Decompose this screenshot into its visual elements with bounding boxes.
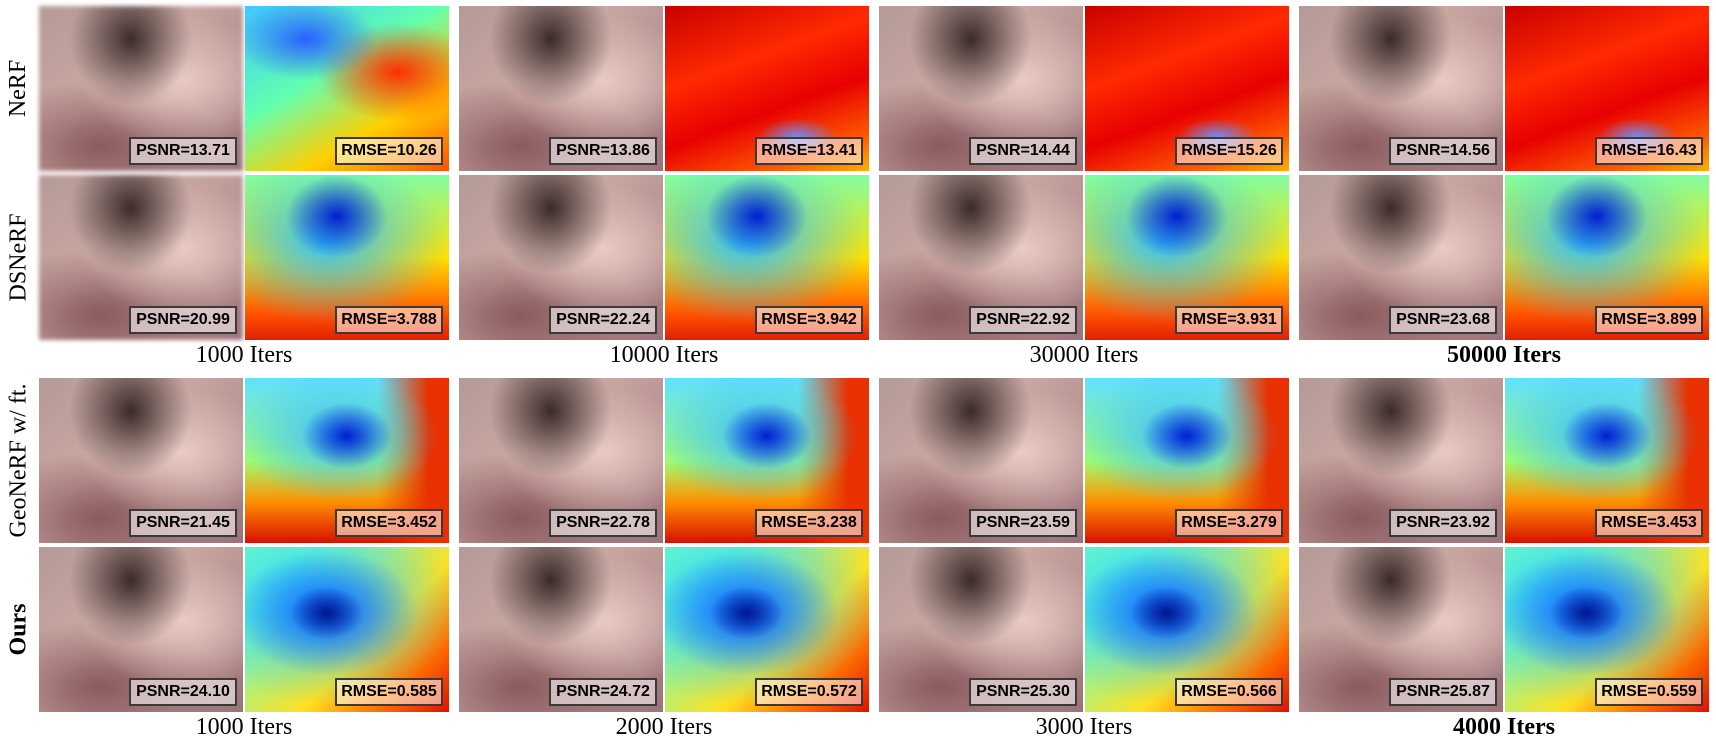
rmse-label: RMSE=0.585	[335, 678, 443, 706]
rmse-label: RMSE=3.452	[335, 509, 443, 537]
rmse-label: RMSE=3.899	[1595, 306, 1703, 334]
psnr-label: PSNR=22.92	[969, 306, 1077, 334]
row-label: DSNeRF	[0, 175, 38, 340]
row-label-text: NeRF	[5, 59, 32, 118]
iteration-label: 4000 Iters	[1453, 714, 1555, 740]
psnr-label: PSNR=14.44	[969, 137, 1077, 165]
rgb-overlay: PSNR=22.92	[879, 175, 1083, 340]
psnr-label: PSNR=22.78	[549, 509, 657, 537]
row-label-text: GeoNeRF w/ ft.	[5, 383, 32, 538]
row-label: GeoNeRF w/ ft.	[0, 378, 38, 543]
psnr-label: PSNR=24.72	[549, 678, 657, 706]
psnr-label: PSNR=23.92	[1389, 509, 1497, 537]
iteration-label: 10000 Iters	[609, 342, 719, 368]
depth-map: RMSE=3.931	[1085, 175, 1289, 340]
rgb-overlay: PSNR=24.72	[459, 547, 663, 712]
rmse-label: RMSE=16.43	[1595, 137, 1703, 165]
depth-map: RMSE=0.572	[665, 547, 869, 712]
rgb-overlay: PSNR=13.71	[39, 6, 243, 171]
depth-map: RMSE=16.43	[1505, 6, 1709, 171]
psnr-label: PSNR=23.68	[1389, 306, 1497, 334]
depth-map: RMSE=3.453	[1505, 378, 1709, 543]
depth-map: RMSE=3.942	[665, 175, 869, 340]
rmse-label: RMSE=3.942	[755, 306, 863, 334]
rgb-overlay: PSNR=22.24	[459, 175, 663, 340]
psnr-label: PSNR=20.99	[129, 306, 237, 334]
depth-map: RMSE=3.238	[665, 378, 869, 543]
iteration-label: 30000 Iters	[1029, 342, 1139, 368]
psnr-label: PSNR=25.87	[1389, 678, 1497, 706]
row-label-text: DSNeRF	[5, 213, 32, 302]
rmse-label: RMSE=0.572	[755, 678, 863, 706]
rgb-overlay: PSNR=23.68	[1299, 175, 1503, 340]
depth-map: RMSE=13.41	[665, 6, 869, 171]
psnr-label: PSNR=21.45	[129, 509, 237, 537]
rmse-label: RMSE=3.788	[335, 306, 443, 334]
depth-map: RMSE=3.788	[245, 175, 449, 340]
depth-map: RMSE=0.585	[245, 547, 449, 712]
iteration-label: 50000 Iters	[1447, 342, 1561, 368]
psnr-label: PSNR=14.56	[1389, 137, 1497, 165]
depth-map: RMSE=10.26	[245, 6, 449, 171]
rgb-overlay: PSNR=23.92	[1299, 378, 1503, 543]
rmse-label: RMSE=3.453	[1595, 509, 1703, 537]
depth-map: RMSE=0.559	[1505, 547, 1709, 712]
rmse-label: RMSE=10.26	[335, 137, 443, 165]
rmse-label: RMSE=15.26	[1175, 137, 1283, 165]
rgb-overlay: PSNR=24.10	[39, 547, 243, 712]
depth-map: RMSE=3.279	[1085, 378, 1289, 543]
rmse-label: RMSE=3.238	[755, 509, 863, 537]
psnr-label: PSNR=22.24	[549, 306, 657, 334]
psnr-label: PSNR=13.86	[549, 137, 657, 165]
rmse-label: RMSE=13.41	[755, 137, 863, 165]
depth-map: RMSE=3.452	[245, 378, 449, 543]
rgb-overlay: PSNR=25.87	[1299, 547, 1503, 712]
row-label: NeRF	[0, 6, 38, 171]
rgb-overlay: PSNR=21.45	[39, 378, 243, 543]
rgb-overlay: PSNR=14.44	[879, 6, 1083, 171]
rgb-overlay: PSNR=20.99	[39, 175, 243, 340]
iteration-label: 3000 Iters	[1035, 714, 1133, 740]
psnr-label: PSNR=24.10	[129, 678, 237, 706]
iteration-label: 1000 Iters	[195, 342, 293, 368]
iteration-label: 1000 Iters	[195, 714, 293, 740]
row-label-text: Ours	[5, 603, 32, 656]
depth-map: RMSE=15.26	[1085, 6, 1289, 171]
rgb-overlay: PSNR=14.56	[1299, 6, 1503, 171]
psnr-label: PSNR=13.71	[129, 137, 237, 165]
rgb-overlay: PSNR=25.30	[879, 547, 1083, 712]
row-label: Ours	[0, 547, 38, 712]
rmse-label: RMSE=0.566	[1175, 678, 1283, 706]
iteration-label: 2000 Iters	[615, 714, 713, 740]
depth-map: RMSE=0.566	[1085, 547, 1289, 712]
rmse-label: RMSE=0.559	[1595, 678, 1703, 706]
rgb-overlay: PSNR=23.59	[879, 378, 1083, 543]
depth-map: RMSE=3.899	[1505, 175, 1709, 340]
rgb-overlay: PSNR=22.78	[459, 378, 663, 543]
rmse-label: RMSE=3.931	[1175, 306, 1283, 334]
psnr-label: PSNR=23.59	[969, 509, 1077, 537]
rmse-label: RMSE=3.279	[1175, 509, 1283, 537]
psnr-label: PSNR=25.30	[969, 678, 1077, 706]
rgb-overlay: PSNR=13.86	[459, 6, 663, 171]
